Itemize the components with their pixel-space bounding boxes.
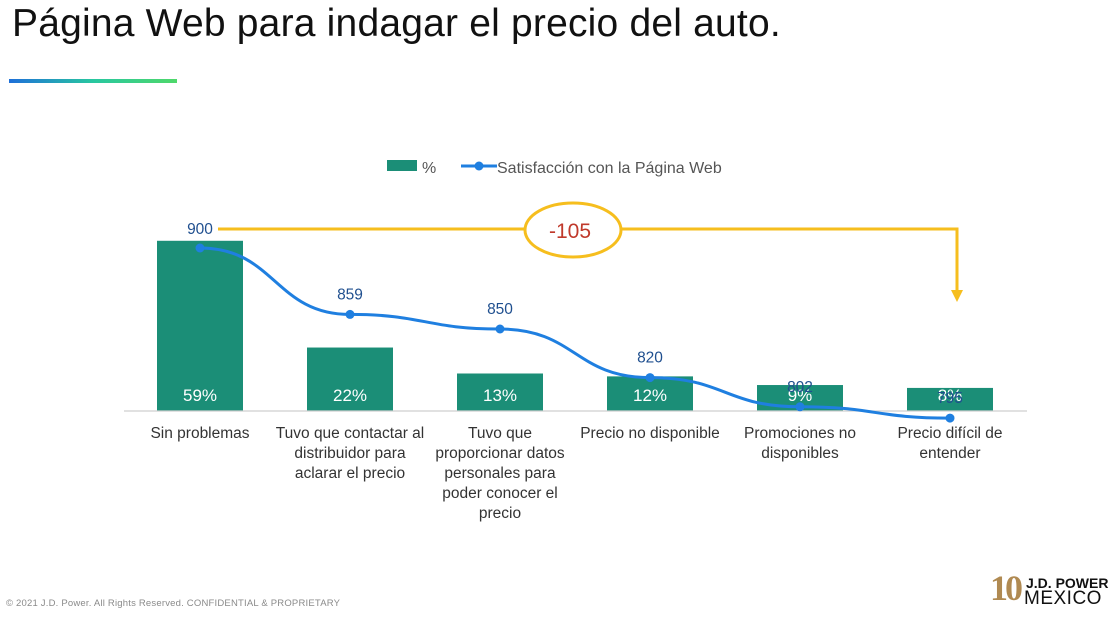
- chart-legend: % Satisfacción con la Página Web: [387, 160, 722, 177]
- line-point: [795, 402, 805, 412]
- delta-bracket-arrowhead: [951, 290, 963, 302]
- line-point: [345, 309, 355, 319]
- bar-value-label: 22%: [333, 386, 367, 405]
- line-point: [195, 243, 205, 253]
- line-value-label: 820: [637, 350, 663, 367]
- delta-callout-ellipse: [523, 201, 623, 259]
- legend-bar-label: %: [422, 160, 436, 177]
- line-point: [945, 413, 955, 423]
- logo-number: 10: [990, 568, 1023, 608]
- page-title: Página Web para indagar el precio del au…: [12, 2, 781, 45]
- title-accent-bar: [9, 79, 177, 83]
- bar-value-label: 59%: [183, 386, 217, 405]
- line-value-label: 802: [787, 379, 813, 396]
- satisfaction-line: [199, 246, 951, 420]
- logo-brand: J.D. POWER: [1026, 575, 1109, 591]
- logo-country: MEXICO: [1024, 588, 1102, 609]
- bar-value-label: 8%: [938, 386, 963, 405]
- bar: [457, 373, 543, 411]
- bar: [157, 240, 243, 411]
- line-value-label: 859: [337, 286, 363, 303]
- line-point: [495, 324, 505, 334]
- bar: [307, 347, 393, 411]
- line-value-label: 900: [187, 221, 213, 238]
- line-value-label: 795: [937, 390, 963, 407]
- delta-callout-value: -105: [549, 220, 591, 243]
- delta-bracket-line: [218, 227, 959, 296]
- bar-value-label: 12%: [633, 386, 667, 405]
- bar: [907, 387, 993, 411]
- bar: [607, 376, 693, 411]
- legend-bar-swatch: [387, 160, 417, 171]
- bar-value-label: 13%: [483, 386, 517, 405]
- legend-line-label: Satisfacción con la Página Web: [497, 160, 722, 177]
- line-value-label: 850: [487, 301, 513, 318]
- legend-line-marker: [474, 161, 484, 171]
- line-point: [645, 373, 655, 383]
- bar-value-label: 9%: [788, 386, 813, 405]
- copyright-footer: © 2021 J.D. Power. All Rights Reserved. …: [6, 598, 341, 609]
- jd-power-logo: 10 J.D. POWER MEXICO: [990, 568, 1109, 612]
